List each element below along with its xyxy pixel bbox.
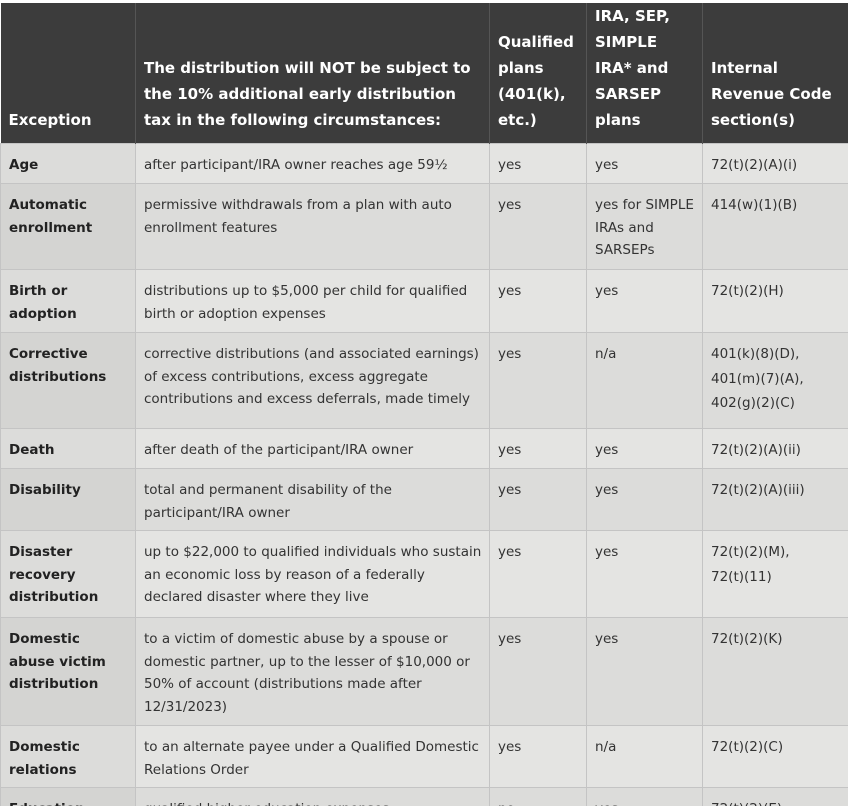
table-cell: 72(t)(2)(H) <box>702 269 848 333</box>
table-cell: yes <box>586 787 703 806</box>
table-cell: yes <box>586 143 703 184</box>
exceptions-table: Exception The distribution will NOT be su… <box>0 3 848 806</box>
table-cell: qualified higher education expenses <box>135 787 490 806</box>
table-cell: yes <box>489 617 587 726</box>
table-cell: yes <box>489 468 587 531</box>
table-cell: 72(t)(2)(C) <box>702 725 848 788</box>
table-cell: 414(w)(1)(B) <box>702 183 848 270</box>
cell-line: 72(t)(11) <box>711 568 772 585</box>
table-cell: up to $22,000 to qualified individuals w… <box>135 530 490 618</box>
header-cell: The distribution will NOT be subject to … <box>135 3 490 144</box>
table-cell: corrective distributions (and associated… <box>135 332 490 429</box>
table-row: Domestic relations to an alternate payee … <box>0 725 848 788</box>
table-cell: 72(t)(2)(E) <box>702 787 848 806</box>
cell-line: 72(t)(2)(M), <box>711 544 790 560</box>
cell-line: 401(m)(7)(A), <box>711 370 804 387</box>
table-cell: Death <box>0 428 136 469</box>
table-cell: total and permanent disability of the pa… <box>135 468 490 531</box>
table-cell: to an alternate payee under a Qualified … <box>135 725 490 788</box>
table-cell: to a victim of domestic abuse by a spous… <box>135 617 490 726</box>
table-cell: Birth or adoption <box>0 269 136 333</box>
table-cell: yes <box>586 530 703 618</box>
table-cell: yes <box>489 530 587 618</box>
table-cell: yes <box>489 725 587 788</box>
table-row: Corrective distributions corrective distr… <box>0 332 848 429</box>
table-cell: n/a <box>586 725 703 788</box>
table-cell: yes <box>489 143 587 184</box>
table-row: Birth or adoption distributions up to $5,… <box>0 269 848 333</box>
table-row: Domestic abuse victim distribution to a v… <box>0 617 848 726</box>
table-header: Exception The distribution will NOT be su… <box>0 3 848 144</box>
table-row: Death after death of the participant/IRA … <box>0 428 848 469</box>
header-cell: Qualified plans (401(k), etc.) <box>489 3 587 144</box>
table-cell: 72(t)(2)(K) <box>702 617 848 726</box>
header-row: Exception The distribution will NOT be su… <box>0 3 848 144</box>
table-cell: distributions up to $5,000 per child for… <box>135 269 490 333</box>
table-cell: Domestic abuse victim distribution <box>0 617 136 726</box>
table-cell: yes <box>489 428 587 469</box>
table-cell: Age <box>0 143 136 184</box>
table-cell: yes <box>586 468 703 531</box>
table-row: Automatic enrollment permissive withdrawa… <box>0 183 848 270</box>
table-cell: 72(t)(2)(M), 72(t)(11) <box>702 530 848 618</box>
table-row: Disaster recovery distribution up to $22,… <box>0 530 848 618</box>
table-cell: permissive withdrawals from a plan with … <box>135 183 490 270</box>
table-cell: after participant/IRA owner reaches age … <box>135 143 490 184</box>
table-cell: Corrective distributions <box>0 332 136 429</box>
cell-line: 401(k)(8)(D), <box>711 346 800 362</box>
table-cell: yes <box>586 269 703 333</box>
table-row: Educationqualified higher education expe… <box>0 787 848 806</box>
table-cell: Education <box>0 787 136 806</box>
page: Exception The distribution will NOT be su… <box>0 3 848 806</box>
table-cell: yes <box>489 269 587 333</box>
table-cell: 401(k)(8)(D), 401(m)(7)(A), 402(g)(2)(C) <box>702 332 848 429</box>
table-cell: Disability <box>0 468 136 531</box>
table-row: Age after participant/IRA owner reaches a… <box>0 143 848 184</box>
table-cell: 72(t)(2)(A)(ii) <box>702 428 848 469</box>
table-cell: after death of the participant/IRA owner <box>135 428 490 469</box>
table-row: Disability total and permanent disability… <box>0 468 848 531</box>
table-cell: yes <box>586 617 703 726</box>
table-cell: yes for SIMPLE IRAs and SARSEPs <box>586 183 703 270</box>
table-cell: Disaster recovery distribution <box>0 530 136 618</box>
table-cell: yes <box>489 332 587 429</box>
table-cell: n/a <box>586 332 703 429</box>
header-cell: IRA, SEP, SIMPLE IRA* and SARSEP plans <box>586 3 703 144</box>
table-cell: Automatic enrollment <box>0 183 136 270</box>
table-cell: 72(t)(2)(A)(iii) <box>702 468 848 531</box>
table-cell: 72(t)(2)(A)(i) <box>702 143 848 184</box>
table-cell: yes <box>586 428 703 469</box>
header-cell: Internal Revenue Code section(s) <box>702 3 848 144</box>
table-cell: no <box>489 787 587 806</box>
header-cell: Exception <box>0 3 136 144</box>
table-cell: yes <box>489 183 587 270</box>
table-cell: Domestic relations <box>0 725 136 788</box>
table-body: Age after participant/IRA owner reaches a… <box>0 143 848 806</box>
cell-line: 402(g)(2)(C) <box>711 395 795 411</box>
